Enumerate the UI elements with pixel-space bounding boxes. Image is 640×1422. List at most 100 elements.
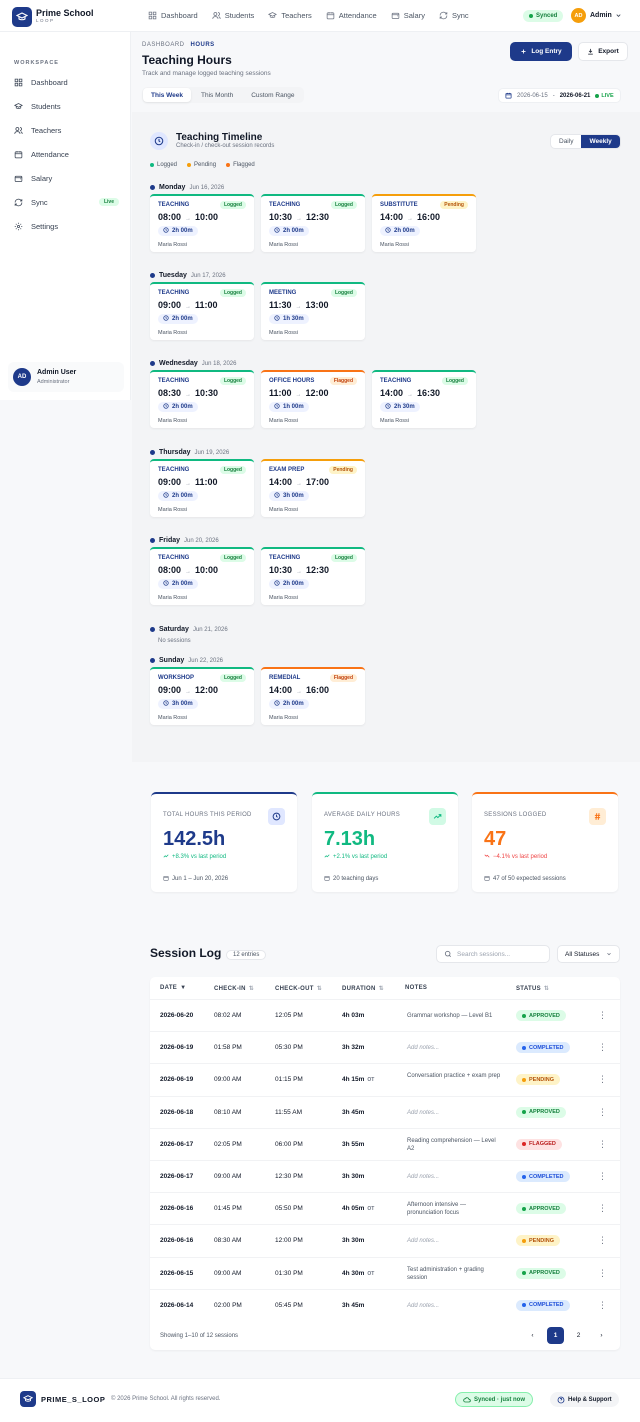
table-row[interactable]: 2026-06-16 08:30 AM 12:00 PM 3h 30m Add note… xyxy=(150,1224,620,1256)
school-logo-icon[interactable] xyxy=(12,7,32,27)
breadcrumb-item[interactable]: DASHBOARD xyxy=(142,42,185,48)
session-card[interactable]: TEACHING Logged 09:00 → 11:00 2h 00m Maria Ros… xyxy=(150,282,254,340)
session-card[interactable]: MEETING Logged 11:30 → 13:00 1h 30m Maria Ross… xyxy=(261,282,365,340)
session-card[interactable]: TEACHING Logged 10:30 → 12:30 2h 00m Maria Ros… xyxy=(261,194,365,252)
more-options-icon[interactable]: ⋮ xyxy=(598,1010,607,1020)
duration-cell: 4h 15m OT xyxy=(342,1076,374,1083)
more-options-icon[interactable]: ⋮ xyxy=(598,1235,607,1246)
sidebar-item-salary[interactable]: Salary xyxy=(14,170,119,186)
status-filter-select[interactable]: All Statuses xyxy=(557,945,620,963)
day-name: Sunday xyxy=(159,657,185,664)
more-options-icon[interactable]: ⋮ xyxy=(598,1203,607,1214)
sidebar-item-teachers[interactable]: Teachers xyxy=(14,122,119,138)
table-row[interactable]: 2026-06-14 02:00 PM 05:45 PM 3h 45m Add note… xyxy=(150,1288,620,1321)
tab-custom-range[interactable]: Custom Range xyxy=(251,91,295,99)
tab-this-month[interactable]: This Month xyxy=(201,91,234,99)
export-button[interactable]: Export xyxy=(578,42,628,61)
page-1-button[interactable]: 1 xyxy=(547,1327,564,1344)
footer-sync-status[interactable]: Synced · just now xyxy=(455,1392,534,1407)
status-badge: APPROVED xyxy=(516,1010,566,1021)
nav-teachers[interactable]: Teachers xyxy=(268,11,312,20)
session-card[interactable]: WORKSHOP Logged 09:00 → 12:00 3h 00m Maria Ros… xyxy=(150,667,254,725)
more-options-icon[interactable]: ⋮ xyxy=(598,1042,607,1053)
overtime-tag: OT xyxy=(367,1077,375,1084)
sidebar-item-sync[interactable]: Sync Live xyxy=(14,194,119,210)
session-card[interactable]: TEACHING Logged 08:00 → 10:00 2h 00m Maria Ros… xyxy=(150,194,254,252)
notes-cell[interactable]: Afternoon intensive — pronunciation focu… xyxy=(407,1202,467,1217)
admin-name[interactable]: Admin xyxy=(590,12,612,19)
notes-cell[interactable]: Conversation practice + exam prep xyxy=(407,1073,501,1080)
session-card[interactable]: TEACHING Logged 09:00 → 11:00 2h 00m Maria Ros… xyxy=(150,459,254,517)
session-card[interactable]: TEACHING Logged 14:00 → 16:30 2h 30m Maria Ros… xyxy=(372,370,476,428)
nav-dashboard[interactable]: Dashboard xyxy=(148,11,198,20)
table-row[interactable]: 2026-06-20 08:02 AM 12:05 PM 4h 03m Grammar … xyxy=(150,999,620,1031)
notes-cell[interactable]: Reading comprehension — Level A2 xyxy=(407,1137,496,1152)
notes-cell[interactable]: Test administration + grading session xyxy=(407,1266,484,1281)
column-date[interactable]: DATE ▼ xyxy=(160,985,186,991)
check-in-cell: 08:02 AM xyxy=(214,1012,242,1019)
chevron-down-icon[interactable] xyxy=(615,12,622,19)
calendar-icon xyxy=(324,875,330,883)
nav-sync[interactable]: Sync xyxy=(439,11,469,20)
add-notes-placeholder[interactable]: Add notes... xyxy=(407,1238,440,1245)
column-check-out[interactable]: CHECK-OUT ⇅ xyxy=(275,985,322,993)
tab-this-week[interactable]: This Week xyxy=(143,88,192,102)
sidebar-item-settings[interactable]: Settings xyxy=(14,218,119,234)
more-options-icon[interactable]: ⋮ xyxy=(598,1138,607,1149)
sidebar-item-attendance[interactable]: Attendance xyxy=(14,146,119,162)
add-notes-placeholder[interactable]: Add notes... xyxy=(407,1302,440,1309)
add-notes-placeholder[interactable]: Add notes... xyxy=(407,1174,440,1180)
session-card[interactable]: OFFICE HOURS Flagged 11:00 → 12:00 1h 00m Mari… xyxy=(261,370,365,428)
search-input[interactable]: Search sessions... xyxy=(436,945,550,963)
add-notes-placeholder[interactable]: Add notes... xyxy=(407,1109,440,1116)
sidebar-item-dashboard[interactable]: Dashboard xyxy=(14,74,119,90)
session-card[interactable]: SUBSTITUTE Pending 14:00 → 16:00 2h 00m Maria … xyxy=(372,194,476,252)
more-options-icon[interactable]: ⋮ xyxy=(598,1074,607,1085)
table-row[interactable]: 2026-06-18 08:10 AM 11:55 AM 3h 45m Add note… xyxy=(150,1095,620,1128)
session-card[interactable]: TEACHING Logged 10:30 → 12:30 2h 00m Maria Ros… xyxy=(261,547,365,605)
sidebar-item-students[interactable]: Students xyxy=(14,98,119,114)
date-range-picker[interactable]: 2026-06-15 - 2026-06-21 LIVE xyxy=(498,88,621,103)
session-card[interactable]: TEACHING Logged 08:30 → 10:30 2h 00m Maria Ros… xyxy=(150,370,254,428)
table-row[interactable]: 2026-06-15 09:00 AM 01:30 PM 4h 30m OT Test a… xyxy=(150,1256,620,1289)
more-options-icon[interactable]: ⋮ xyxy=(598,1106,607,1117)
column-status[interactable]: STATUS ⇅ xyxy=(516,985,549,993)
session-card[interactable]: REMEDIAL Flagged 14:00 → 16:00 2h 00m Maria Ro… xyxy=(261,667,365,725)
footer-copyright: © 2026 Prime School. All rights reserved… xyxy=(111,1396,221,1402)
more-options-icon[interactable]: ⋮ xyxy=(598,1267,607,1278)
status-dot-icon xyxy=(522,1238,526,1243)
time-to: 12:00 xyxy=(195,685,219,695)
view-weekly-button[interactable]: Weekly xyxy=(581,135,620,148)
time-to: 11:00 xyxy=(195,300,218,310)
table-row[interactable]: 2026-06-16 01:45 PM 05:50 PM 4h 05m OT Aftern… xyxy=(150,1192,620,1224)
avatar[interactable]: AD xyxy=(571,8,586,23)
table-row[interactable]: 2026-06-17 09:00 AM 12:30 PM 3h 30m Add note… xyxy=(150,1160,620,1192)
more-options-icon[interactable]: ⋮ xyxy=(598,1171,607,1181)
session-card[interactable]: EXAM PREP Pending 14:00 → 17:00 3h 00m Maria R… xyxy=(261,459,365,517)
nav-students[interactable]: Students xyxy=(212,11,254,20)
nav-attendance[interactable]: Attendance xyxy=(326,11,377,20)
nav-salary[interactable]: Salary xyxy=(391,11,425,20)
prev-page-icon[interactable]: ‹ xyxy=(531,1332,534,1339)
log-entry-button[interactable]: Log Entry xyxy=(510,42,572,61)
column-check-in[interactable]: CHECK-IN ⇅ xyxy=(214,985,254,993)
table-row[interactable]: 2026-06-19 09:00 AM 01:15 PM 4h 15m OT Conver… xyxy=(150,1063,620,1095)
page-2-button[interactable]: 2 xyxy=(576,1332,581,1339)
notes-cell[interactable]: Grammar workshop — Level B1 xyxy=(407,1013,493,1019)
table-row[interactable]: 2026-06-17 02:05 PM 06:00 PM 3h 55m Reading … xyxy=(150,1127,620,1160)
table-row[interactable]: 2026-06-19 01:58 PM 05:30 PM 3h 32m Add note… xyxy=(150,1031,620,1063)
status-badge: COMPLETED xyxy=(516,1299,570,1311)
salary-icon xyxy=(14,174,23,183)
session-card[interactable]: TEACHING Logged 08:00 → 10:00 2h 00m Maria Ros… xyxy=(150,547,254,605)
session-type: TEACHING xyxy=(158,290,190,296)
add-notes-placeholder[interactable]: Add notes... xyxy=(407,1045,440,1052)
help-support-button[interactable]: Help & Support xyxy=(550,1392,619,1407)
time-from: 14:00 xyxy=(380,388,404,398)
status-dot-icon xyxy=(522,1013,526,1018)
more-options-icon[interactable]: ⋮ xyxy=(598,1299,607,1310)
view-daily-button[interactable]: Daily xyxy=(559,138,574,145)
stat-value: 142.5h xyxy=(163,828,226,850)
column-duration[interactable]: DURATION ⇅ xyxy=(342,985,384,993)
user-card[interactable]: AD Admin User Administrator xyxy=(8,362,124,392)
next-page-icon[interactable]: › xyxy=(600,1332,603,1339)
